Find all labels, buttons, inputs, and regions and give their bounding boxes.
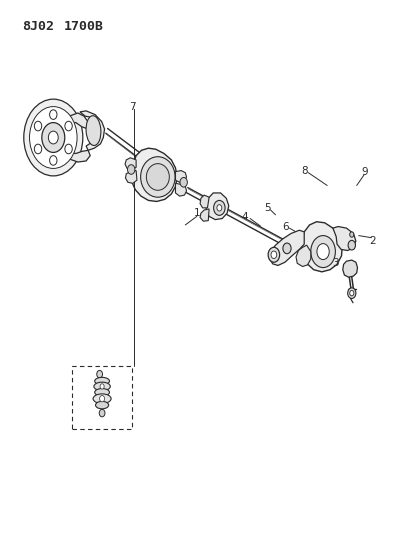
Polygon shape [200,209,209,221]
Text: 8J02: 8J02 [22,20,54,33]
Polygon shape [332,227,355,251]
Circle shape [49,156,57,165]
Circle shape [349,290,353,296]
Polygon shape [80,111,104,150]
Circle shape [97,370,102,378]
Circle shape [282,243,290,254]
Polygon shape [269,230,303,265]
Ellipse shape [86,116,101,146]
Polygon shape [301,222,342,272]
Ellipse shape [140,157,175,197]
Text: 1700B: 1700B [63,20,103,33]
Circle shape [99,409,105,417]
Circle shape [34,144,42,154]
Text: 2: 2 [368,236,375,246]
Ellipse shape [310,236,335,268]
Circle shape [347,240,355,250]
Circle shape [216,205,221,211]
Polygon shape [200,195,209,208]
Polygon shape [131,148,177,201]
Circle shape [24,99,83,176]
Ellipse shape [95,401,108,409]
Circle shape [127,165,135,174]
Polygon shape [342,260,357,277]
Text: 4: 4 [241,213,248,222]
Text: 5: 5 [263,203,270,213]
Circle shape [213,200,225,215]
Bar [72,366,132,429]
Circle shape [316,244,328,260]
Text: 3: 3 [331,259,338,268]
Circle shape [99,395,104,402]
Polygon shape [125,158,136,169]
Circle shape [180,177,187,187]
Circle shape [270,251,276,259]
Circle shape [100,384,104,389]
Polygon shape [175,171,186,182]
Text: 6: 6 [281,222,288,231]
Polygon shape [205,193,228,220]
Ellipse shape [93,394,111,403]
Ellipse shape [94,389,109,396]
Circle shape [48,131,58,144]
Ellipse shape [94,377,109,385]
Polygon shape [69,113,89,129]
Circle shape [65,122,72,131]
Polygon shape [69,150,90,162]
Ellipse shape [146,164,169,190]
Ellipse shape [94,382,110,391]
Polygon shape [295,245,310,266]
Text: 8: 8 [300,166,307,175]
Polygon shape [125,171,137,183]
Circle shape [49,110,57,119]
Circle shape [347,288,355,298]
Circle shape [42,123,65,152]
Circle shape [65,144,72,154]
Text: 7: 7 [128,102,135,111]
Circle shape [349,232,353,237]
Text: 1: 1 [194,208,200,218]
Polygon shape [175,183,186,196]
Circle shape [267,247,279,262]
Text: 9: 9 [361,167,367,176]
Circle shape [34,122,42,131]
Circle shape [29,107,77,168]
